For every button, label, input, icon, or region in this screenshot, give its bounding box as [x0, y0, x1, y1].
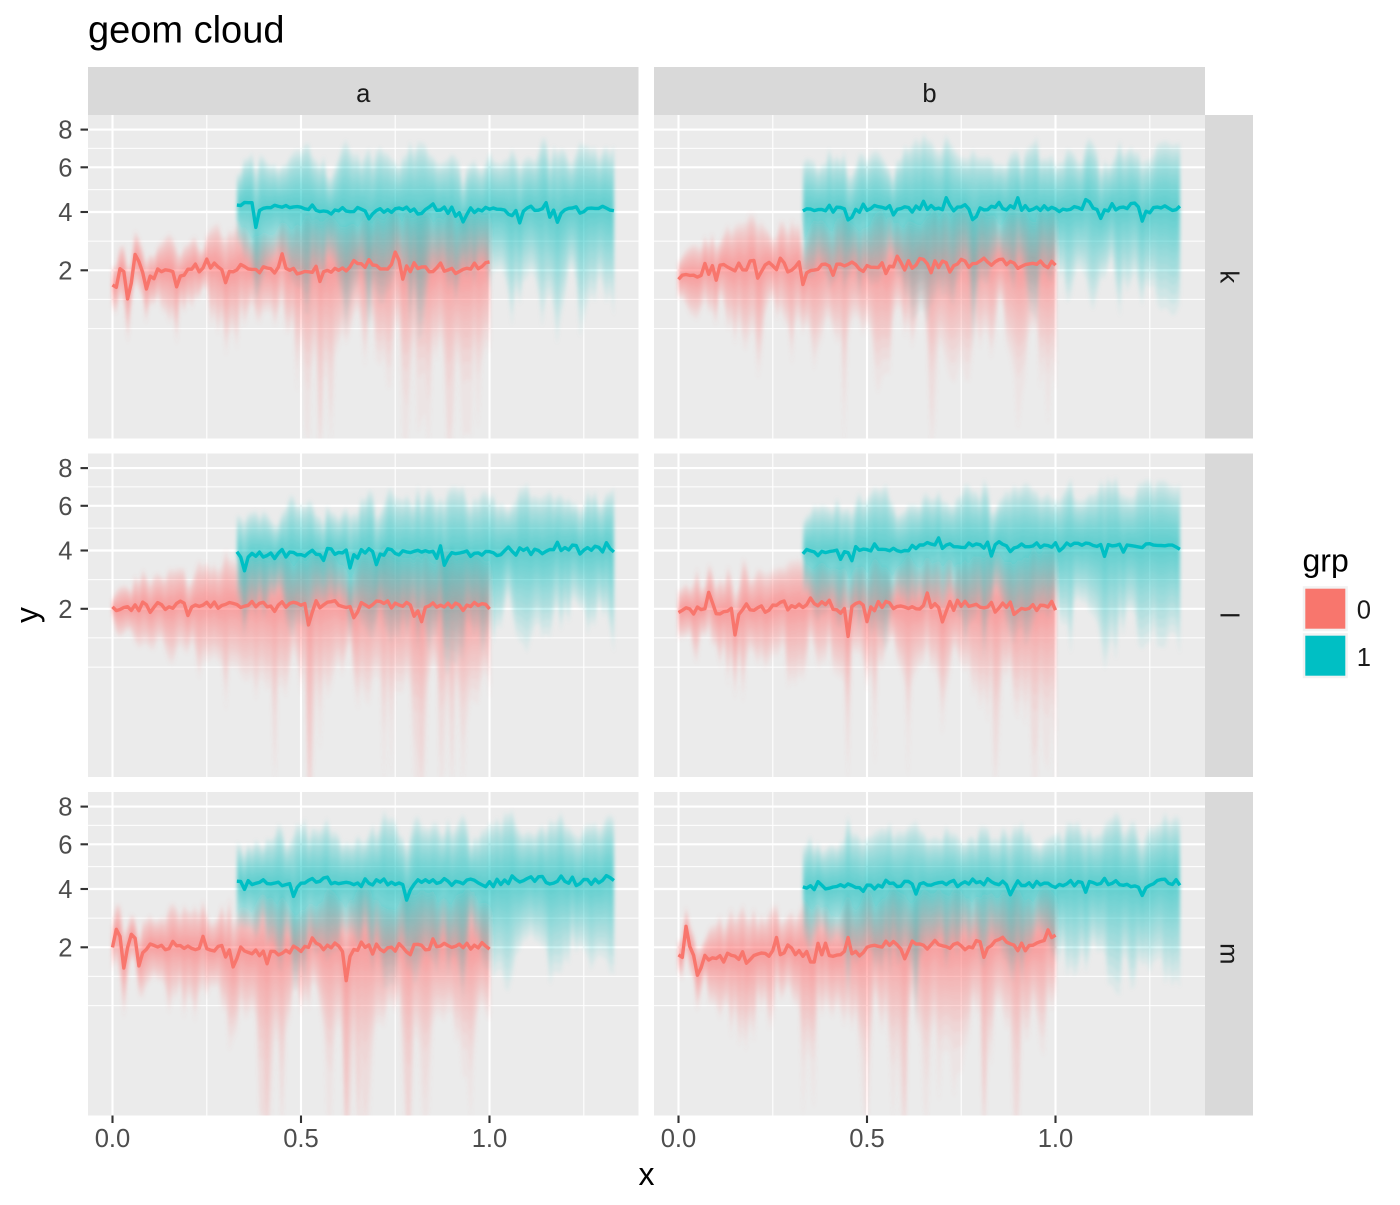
svg-text:b: b: [922, 80, 936, 108]
svg-text:0: 0: [1357, 597, 1371, 625]
svg-text:0.0: 0.0: [661, 1125, 697, 1153]
svg-text:k: k: [1215, 270, 1243, 283]
svg-text:8: 8: [58, 455, 72, 483]
svg-text:4: 4: [58, 538, 72, 566]
svg-text:m: m: [1215, 943, 1243, 964]
svg-text:8: 8: [58, 117, 72, 145]
svg-text:4: 4: [58, 876, 72, 904]
svg-text:4: 4: [58, 199, 72, 227]
svg-text:1.0: 1.0: [472, 1125, 508, 1153]
svg-text:geom cloud: geom cloud: [88, 10, 284, 52]
svg-text:1: 1: [1357, 644, 1371, 672]
svg-text:y: y: [9, 607, 45, 623]
svg-text:0.5: 0.5: [283, 1125, 319, 1153]
svg-text:l: l: [1215, 612, 1243, 618]
svg-text:2: 2: [58, 934, 72, 962]
svg-text:6: 6: [58, 493, 72, 521]
svg-text:8: 8: [58, 794, 72, 822]
svg-text:2: 2: [58, 596, 72, 624]
svg-text:0.5: 0.5: [849, 1125, 885, 1153]
svg-text:6: 6: [58, 831, 72, 859]
svg-text:grp: grp: [1303, 543, 1349, 579]
svg-text:a: a: [356, 80, 371, 108]
svg-text:2: 2: [58, 257, 72, 285]
svg-text:6: 6: [58, 154, 72, 182]
svg-text:0.0: 0.0: [95, 1125, 131, 1153]
svg-text:x: x: [639, 1156, 655, 1192]
svg-text:1.0: 1.0: [1038, 1125, 1074, 1153]
